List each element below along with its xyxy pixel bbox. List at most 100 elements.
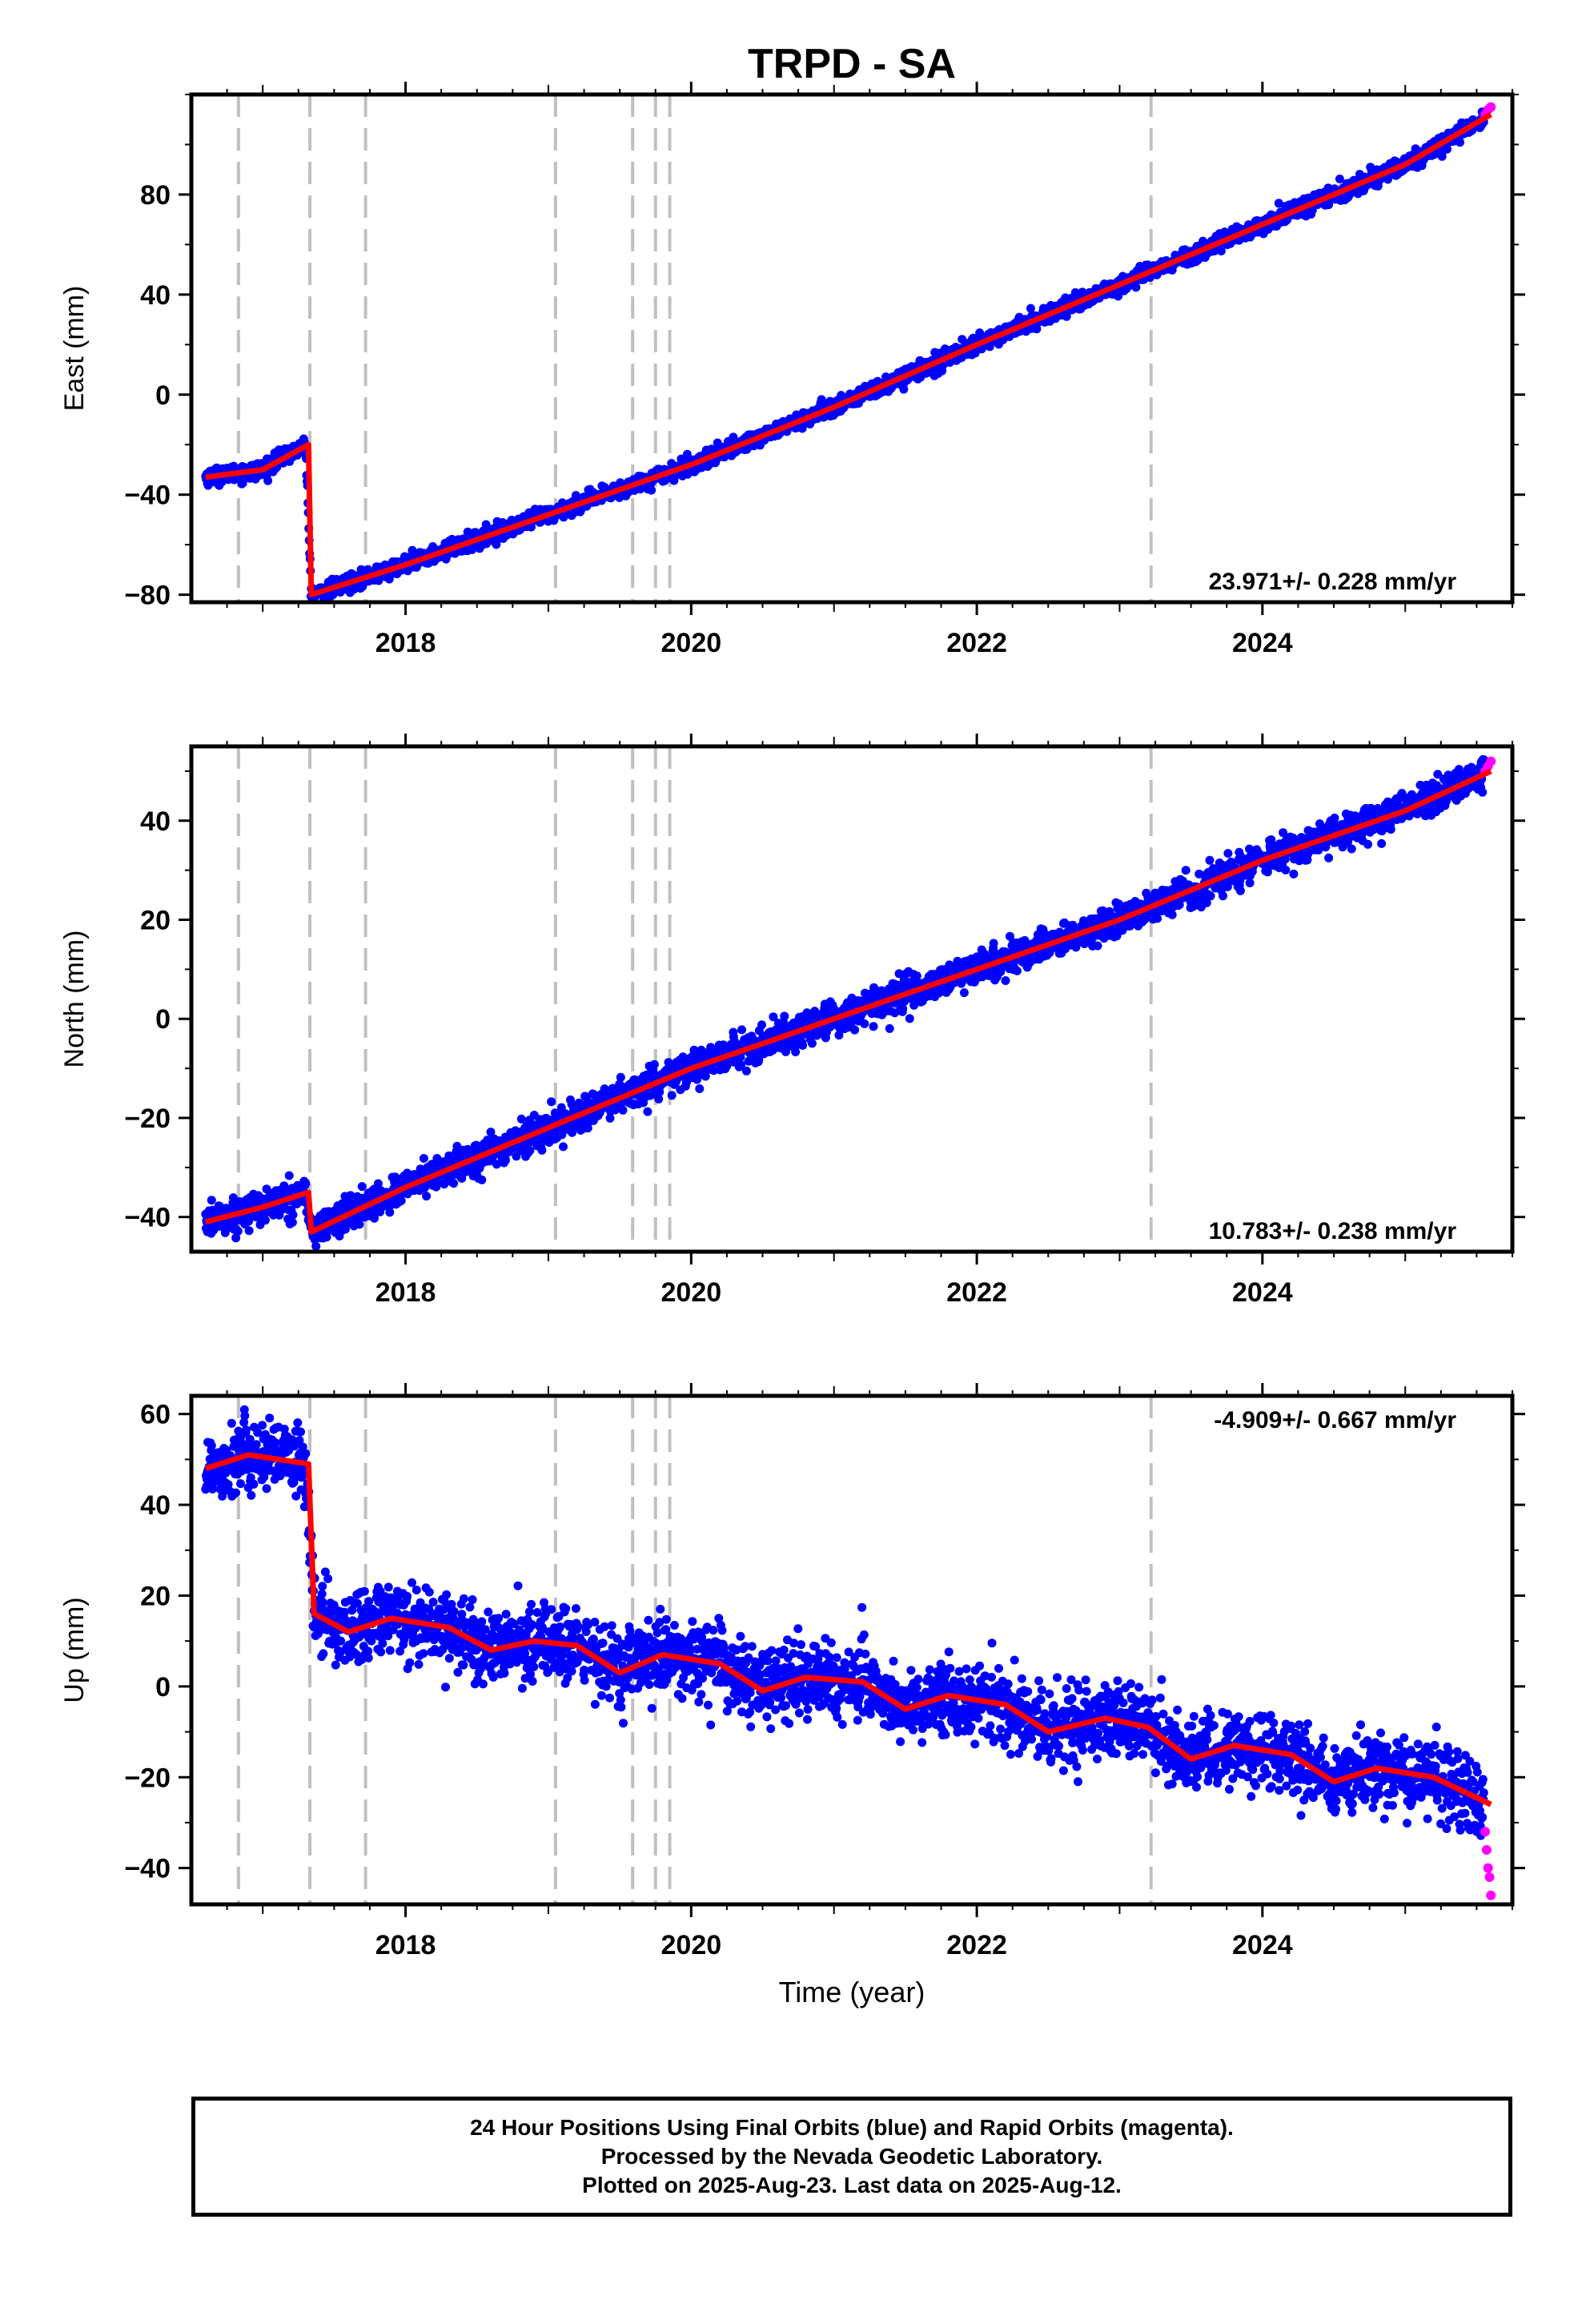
y-tick-label: 40	[140, 280, 171, 311]
final-orbit-point	[1456, 138, 1464, 147]
final-orbit-point	[709, 1066, 718, 1076]
final-orbit-point	[525, 1146, 535, 1156]
final-orbit-point	[885, 1023, 894, 1033]
final-orbit-point	[780, 1011, 789, 1021]
y-tick-label: 0	[155, 380, 171, 411]
y-tick-label: −80	[124, 581, 171, 611]
final-orbit-point	[355, 1220, 364, 1229]
x-tick-label: 2020	[661, 628, 722, 658]
final-orbit-points	[201, 107, 1488, 602]
final-orbit-point	[311, 1241, 321, 1251]
final-orbit-point	[422, 1192, 432, 1201]
final-orbit-point	[385, 1208, 395, 1217]
final-orbit-point	[1062, 312, 1071, 321]
final-orbit-point	[370, 1213, 379, 1223]
final-orbit-point	[807, 1039, 817, 1048]
final-orbit-point	[244, 1226, 254, 1236]
y-axis-label: East (mm)	[59, 286, 90, 412]
final-orbit-point	[357, 1182, 367, 1192]
final-orbit-point	[457, 1173, 467, 1183]
final-orbit-point	[547, 1097, 556, 1107]
final-orbit-point	[912, 971, 921, 981]
final-orbit-point	[559, 1142, 568, 1152]
final-orbit-point	[486, 1128, 496, 1137]
final-orbit-point	[419, 1154, 428, 1163]
final-orbit-point	[682, 1077, 692, 1087]
final-orbit-point	[346, 1191, 355, 1200]
final-orbit-point	[695, 1084, 705, 1093]
final-orbit-point	[769, 1012, 778, 1022]
final-orbit-point	[231, 1233, 241, 1243]
final-orbit-point	[682, 449, 692, 459]
final-orbit-point	[410, 1170, 420, 1179]
final-orbit-point	[616, 1072, 625, 1082]
y-tick-label: 80	[140, 180, 171, 211]
final-orbit-point	[894, 969, 904, 979]
final-orbit-point	[647, 485, 656, 495]
final-orbit-points	[201, 754, 1488, 1251]
x-tick-label: 2018	[375, 628, 436, 658]
final-orbit-point	[1131, 283, 1141, 292]
final-orbit-point	[263, 476, 273, 485]
final-orbit-point	[1216, 246, 1226, 255]
x-tick-label: 2022	[946, 628, 1007, 658]
final-orbit-point	[501, 1156, 511, 1165]
final-orbit-point	[741, 1066, 751, 1076]
model-line	[205, 111, 1492, 598]
plot-frame	[189, 92, 1515, 605]
final-orbit-point	[898, 1004, 908, 1013]
final-orbit-point	[440, 1180, 449, 1189]
final-orbit-point	[583, 1124, 592, 1133]
final-orbit-point	[899, 384, 909, 394]
final-orbit-point	[1335, 175, 1344, 183]
final-orbit-point	[654, 1094, 664, 1104]
final-orbit-point	[860, 1019, 869, 1028]
final-orbit-point	[737, 1060, 745, 1070]
final-orbit-point	[278, 1204, 287, 1214]
final-orbit-point	[667, 1091, 677, 1100]
final-orbit-point	[905, 1014, 914, 1023]
final-orbit-point	[1032, 324, 1042, 334]
final-orbit-point	[1026, 304, 1035, 313]
final-orbit-point	[798, 1040, 808, 1050]
final-orbit-point	[287, 1217, 297, 1227]
final-orbit-point	[284, 1171, 294, 1180]
final-orbit-point	[643, 1107, 652, 1116]
final-orbit-point	[959, 988, 969, 998]
final-orbit-point	[449, 1179, 459, 1188]
final-orbit-point	[1114, 292, 1123, 301]
final-orbit-point	[477, 1175, 487, 1184]
final-orbit-point	[834, 1031, 844, 1040]
final-orbit-point	[618, 1105, 628, 1115]
final-orbit-point	[797, 424, 807, 433]
final-orbit-point	[420, 1183, 429, 1192]
final-orbit-point	[1274, 199, 1283, 208]
x-tick-label: 2024	[1232, 628, 1293, 658]
final-orbit-point	[791, 1047, 801, 1056]
final-orbit-point	[869, 1022, 878, 1031]
final-orbit-point	[492, 1160, 501, 1169]
final-orbit-point	[649, 1059, 659, 1069]
final-orbit-point	[301, 1179, 311, 1188]
final-orbit-point	[537, 1145, 547, 1155]
final-orbit-point	[492, 540, 501, 549]
final-orbit-point	[781, 1047, 790, 1056]
final-orbit-point	[322, 1232, 331, 1242]
final-orbit-point	[757, 1020, 766, 1030]
final-orbit-point	[737, 1025, 746, 1035]
final-orbit-point	[516, 1114, 526, 1124]
final-orbit-point	[233, 1226, 243, 1236]
final-orbit-point	[238, 478, 247, 488]
final-orbit-point	[207, 1196, 216, 1205]
final-orbit-point	[1443, 144, 1452, 154]
y-tick-label: −40	[124, 480, 171, 511]
final-orbit-point	[288, 1210, 298, 1220]
final-orbit-point	[850, 1025, 860, 1035]
final-orbit-point	[605, 1113, 615, 1123]
plot-area	[201, 94, 1496, 602]
rapid-orbit-point	[1486, 102, 1496, 112]
